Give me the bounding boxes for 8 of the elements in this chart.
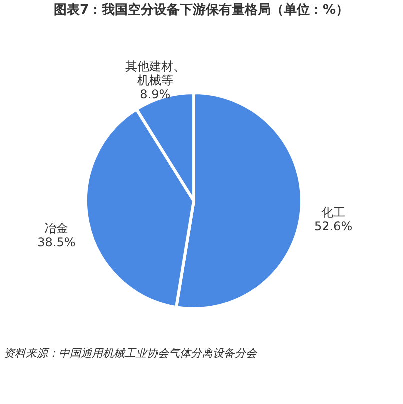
slice-label: 化工 xyxy=(322,205,346,220)
chart-title: 图表7：我国空分设备下游保有量格局（单位：%） xyxy=(54,2,350,18)
data-label: 38.5% xyxy=(38,236,76,250)
data-label: 52.6% xyxy=(314,219,353,234)
text: 资料来源：中国通用机械工业协会气体分离设备分会 xyxy=(4,347,258,360)
data-label: 8.9% xyxy=(140,87,171,102)
slice-label: 其他建材、机械等 xyxy=(125,59,186,88)
slice-label: 冶金 xyxy=(44,222,69,236)
